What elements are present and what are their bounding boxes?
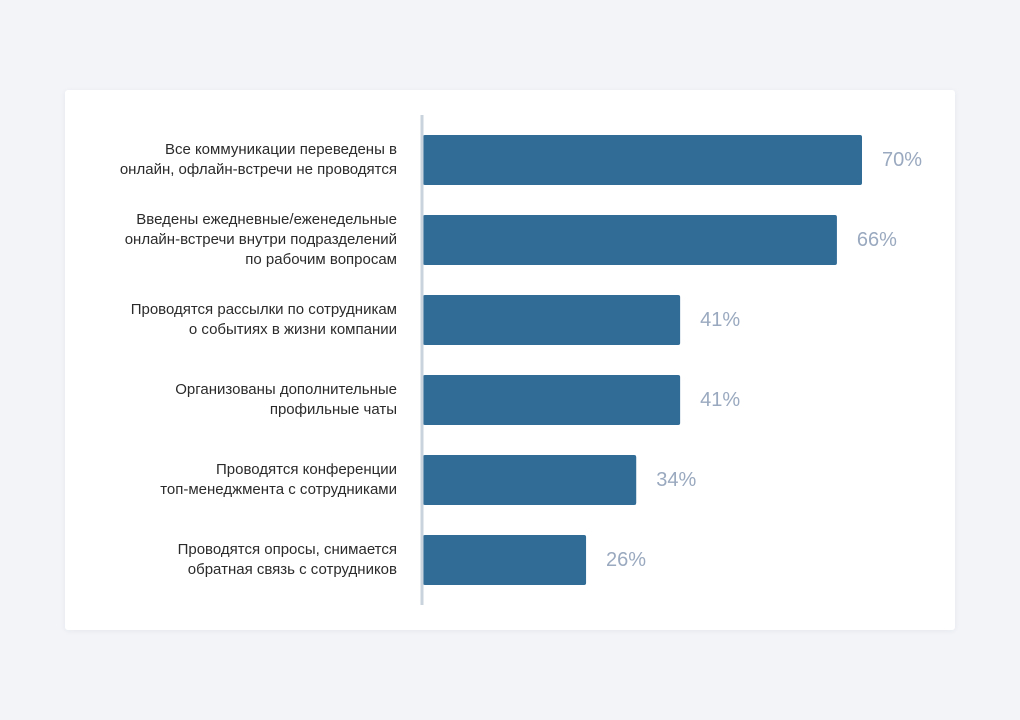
category-label-1: Все коммуникации переведены в онлайн, оф… bbox=[119, 141, 397, 178]
value-label-1: 70% bbox=[882, 149, 923, 171]
value-label-6: 26% bbox=[606, 549, 647, 571]
value-label-5: 34% bbox=[656, 469, 697, 491]
bar-4 bbox=[423, 375, 681, 425]
bar-chart bbox=[420, 115, 862, 605]
bar-1 bbox=[423, 135, 862, 185]
bar-3 bbox=[423, 295, 681, 345]
value-label-4: 41% bbox=[700, 389, 741, 411]
bar-2 bbox=[423, 215, 837, 265]
category-label-2: Введены ежедневные/еженедельные онлайн-в… bbox=[124, 211, 397, 268]
chart-card: Все коммуникации переведены в онлайн, оф… bbox=[65, 90, 955, 630]
value-label-2: 66% bbox=[856, 229, 897, 251]
category-label-4: Организованы дополнительные профильные ч… bbox=[175, 381, 397, 418]
bar-6 bbox=[423, 535, 587, 585]
category-label-3: Проводятся рассылки по сотрудникам о соб… bbox=[130, 301, 397, 338]
category-label-5: Проводятся конференции топ-менеджмента с… bbox=[160, 461, 397, 498]
bar-5 bbox=[423, 455, 637, 505]
bars-group bbox=[423, 135, 862, 585]
category-label-6: Проводятся опросы, снимается обратная св… bbox=[177, 541, 397, 578]
value-label-3: 41% bbox=[700, 309, 741, 331]
